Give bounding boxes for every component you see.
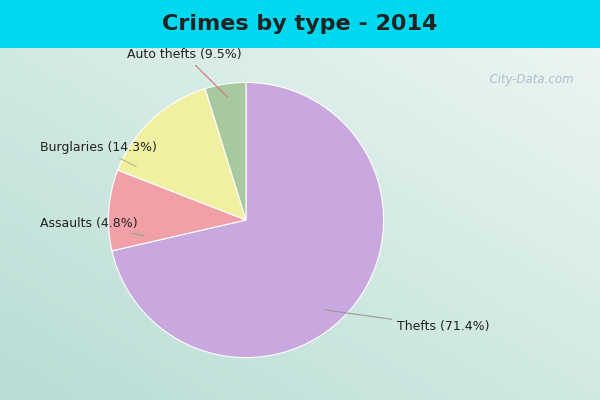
Text: Burglaries (14.3%): Burglaries (14.3%) xyxy=(40,141,157,166)
Text: City-Data.com: City-Data.com xyxy=(482,74,574,86)
Wedge shape xyxy=(109,170,246,251)
Text: Auto thefts (9.5%): Auto thefts (9.5%) xyxy=(127,48,241,97)
Wedge shape xyxy=(205,82,246,220)
Wedge shape xyxy=(112,82,383,358)
Text: Assaults (4.8%): Assaults (4.8%) xyxy=(40,217,144,236)
Text: Crimes by type - 2014: Crimes by type - 2014 xyxy=(163,14,437,34)
Wedge shape xyxy=(118,89,246,220)
Text: Thefts (71.4%): Thefts (71.4%) xyxy=(325,310,490,333)
